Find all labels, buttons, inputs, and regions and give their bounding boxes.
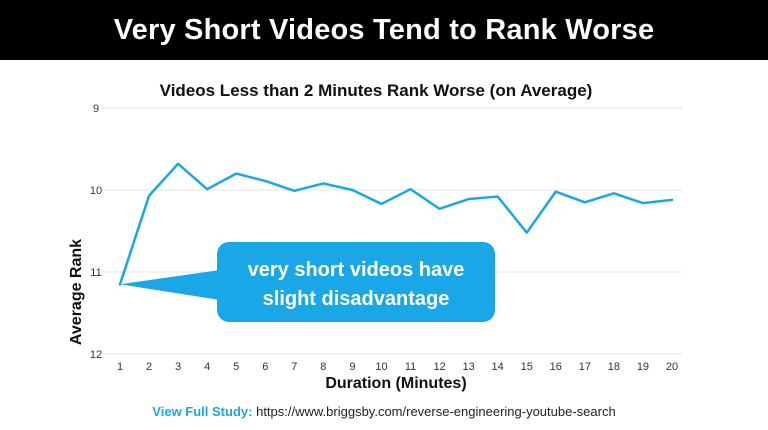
- x-tick-label: 1: [117, 361, 123, 373]
- annotation-pointer: [120, 270, 220, 300]
- x-tick-labels: 1 2 3 4 5 6 7 8 9 10 11 12 13 14 15 16 17 18 19 20: [117, 361, 678, 373]
- x-tick-label: 6: [262, 361, 268, 373]
- x-tick-label: 20: [666, 361, 678, 373]
- x-tick-label: 19: [637, 361, 649, 373]
- x-tick-label: 3: [175, 361, 181, 373]
- banner-title: Very Short Videos Tend to Rank Worse: [113, 13, 655, 46]
- chart-title: Videos Less than 2 Minutes Rank Worse (o…: [160, 81, 593, 100]
- y-tick-label: 10: [90, 185, 102, 197]
- x-tick-label: 4: [204, 361, 210, 373]
- x-tick-label: 18: [608, 361, 620, 373]
- annotation-box: [217, 242, 495, 322]
- x-tick-label: 13: [463, 361, 475, 373]
- y-tick-label: 9: [93, 103, 99, 115]
- footer-label: View Full Study:: [152, 404, 253, 419]
- footer-url[interactable]: https://www.briggsby.com/reverse-enginee…: [256, 404, 616, 419]
- x-tick-label: 7: [291, 361, 297, 373]
- x-tick-label: 5: [233, 361, 239, 373]
- x-tick-label: 8: [320, 361, 326, 373]
- x-tick-label: 17: [579, 361, 591, 373]
- x-tick-label: 16: [550, 361, 562, 373]
- footer: View Full Study: https://www.briggsby.co…: [0, 404, 768, 419]
- x-tick-label: 9: [349, 361, 355, 373]
- x-tick-label: 11: [405, 361, 416, 373]
- annotation-line-1: very short videos have: [248, 259, 465, 281]
- y-tick-labels: 9 10 11 12: [90, 103, 102, 361]
- x-tick-label: 15: [521, 361, 533, 373]
- y-axis-label: Average Rank: [68, 239, 85, 345]
- series-line: [118, 162, 674, 286]
- x-tick-label: 14: [492, 361, 504, 373]
- y-tick-label: 11: [90, 267, 101, 279]
- x-axis-label: Duration (Minutes): [325, 375, 466, 392]
- x-tick-label: 12: [433, 361, 445, 373]
- x-tick-label: 10: [375, 361, 387, 373]
- annotation-line-2: slight disadvantage: [263, 288, 450, 310]
- banner: Very Short Videos Tend to Rank Worse: [0, 0, 768, 60]
- line-chart: Videos Less than 2 Minutes Rank Worse (o…: [68, 81, 682, 392]
- series-layer: [118, 162, 674, 286]
- x-tick-label: 2: [146, 361, 152, 373]
- annotation-callout: very short videos have slight disadvanta…: [120, 242, 495, 322]
- y-tick-label: 12: [90, 349, 102, 361]
